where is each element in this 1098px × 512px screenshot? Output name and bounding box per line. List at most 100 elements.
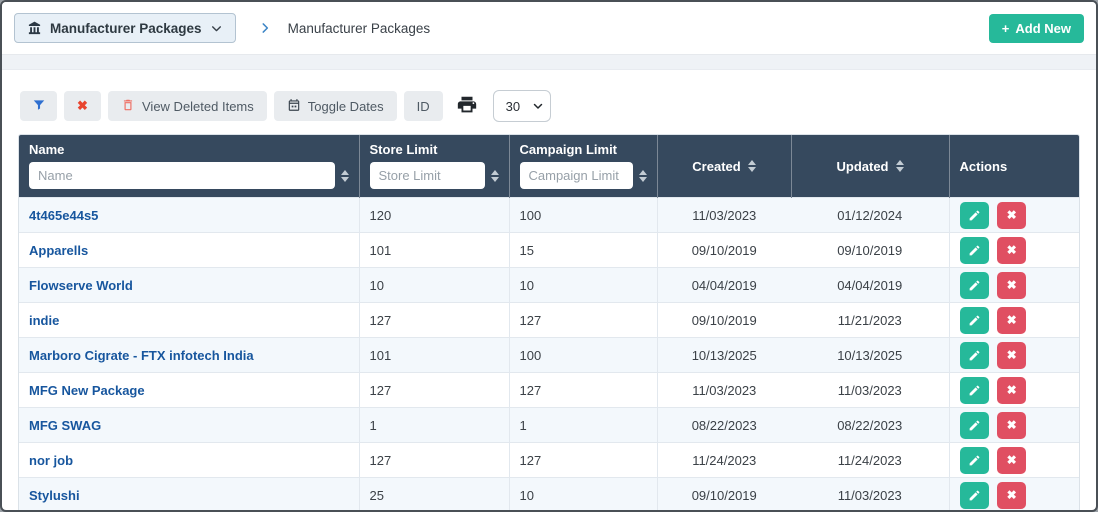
view-deleted-items-label: View Deleted Items <box>142 98 254 114</box>
package-name-link[interactable]: 4t465e44s5 <box>29 207 99 223</box>
page-size-select-wrap: 30 <box>492 90 551 122</box>
edit-button[interactable] <box>959 411 989 439</box>
campaign-limit-cell: 127 <box>509 302 658 338</box>
updated-cell: 08/22/2023 <box>791 407 949 443</box>
edit-button[interactable] <box>959 201 989 229</box>
created-cell: 08/22/2023 <box>657 407 791 443</box>
page-size-select[interactable]: 30 <box>492 90 551 122</box>
delete-x-icon: ✖ <box>1006 383 1017 397</box>
delete-button[interactable]: ✖ <box>997 201 1027 229</box>
edit-button[interactable] <box>959 271 989 299</box>
delete-button[interactable]: ✖ <box>997 411 1027 439</box>
name-column-label: Name <box>29 142 65 157</box>
campaign-limit-column-label: Campaign Limit <box>519 142 618 157</box>
updated-column-label: Updated <box>836 158 889 174</box>
delete-button[interactable]: ✖ <box>997 271 1027 299</box>
store-limit-filter-input[interactable] <box>369 162 485 189</box>
pencil-icon <box>968 314 981 327</box>
updated-cell: 11/21/2023 <box>791 302 949 338</box>
actions-column-label: Actions <box>959 158 1008 174</box>
created-cell: 11/03/2023 <box>657 197 791 233</box>
campaign-limit-cell: 100 <box>509 197 658 233</box>
updated-cell: 01/12/2024 <box>791 197 949 233</box>
edit-button[interactable] <box>959 376 989 404</box>
delete-x-icon: ✖ <box>1006 453 1017 467</box>
table-toolbar: ✖ View Deleted Items Toggle Dates ID 30 <box>2 70 1096 122</box>
created-cell: 09/10/2019 <box>657 232 791 268</box>
updated-cell: 11/24/2023 <box>791 442 949 478</box>
package-name-link[interactable]: Flowserve World <box>29 277 133 293</box>
delete-button[interactable]: ✖ <box>997 236 1027 264</box>
table-row: Marboro Cigrate - FTX infotech India 101… <box>19 337 1079 373</box>
pencil-icon <box>968 349 981 362</box>
id-toggle-label: ID <box>416 98 430 114</box>
plus-icon: + <box>1001 20 1010 36</box>
trash-icon <box>121 98 135 115</box>
delete-button[interactable]: ✖ <box>997 341 1027 369</box>
edit-button[interactable] <box>959 236 989 264</box>
package-name-link[interactable]: MFG SWAG <box>29 417 102 433</box>
edit-button[interactable] <box>959 446 989 474</box>
column-header-actions: Actions <box>948 135 1079 198</box>
delete-button[interactable]: ✖ <box>997 481 1027 509</box>
table-body: 4t465e44s5 120 100 11/03/2023 01/12/2024… <box>19 197 1079 510</box>
table-row: nor job 127 127 11/24/2023 11/24/2023 ✖ <box>19 442 1079 478</box>
clear-filter-button[interactable]: ✖ <box>64 91 101 121</box>
campaign-limit-cell: 15 <box>509 232 658 268</box>
table-row: 4t465e44s5 120 100 11/03/2023 01/12/2024… <box>19 197 1079 233</box>
campaign-limit-cell: 10 <box>509 267 658 303</box>
page-background-band <box>2 55 1096 70</box>
module-dropdown-label: Manufacturer Packages <box>50 20 202 36</box>
add-new-button[interactable]: + Add New <box>988 13 1084 43</box>
table-row: MFG SWAG 1 1 08/22/2023 08/22/2023 ✖ <box>19 407 1079 443</box>
updated-sort-control[interactable] <box>895 160 904 172</box>
toggle-dates-button[interactable]: Toggle Dates <box>273 91 397 121</box>
toggle-dates-label: Toggle Dates <box>307 98 384 114</box>
add-new-label: Add New <box>1015 20 1071 36</box>
campaign-limit-cell: 127 <box>509 372 658 408</box>
campaign-limit-filter-input[interactable] <box>519 162 633 189</box>
created-cell: 11/24/2023 <box>657 442 791 478</box>
created-cell: 04/04/2019 <box>657 267 791 303</box>
module-dropdown-button[interactable]: Manufacturer Packages <box>14 13 236 43</box>
package-name-link[interactable]: MFG New Package <box>29 382 145 398</box>
filter-button[interactable] <box>20 91 57 121</box>
package-name-link[interactable]: Apparells <box>29 242 89 258</box>
package-name-link[interactable]: Marboro Cigrate - FTX infotech India <box>29 347 254 363</box>
view-deleted-items-button[interactable]: View Deleted Items <box>108 91 267 121</box>
id-toggle-button[interactable]: ID <box>403 91 443 121</box>
pencil-icon <box>968 489 981 502</box>
breadcrumb: Manufacturer Packages <box>287 20 431 36</box>
delete-x-icon: ✖ <box>1006 418 1017 432</box>
edit-button[interactable] <box>959 306 989 334</box>
edit-button[interactable] <box>959 341 989 369</box>
edit-button[interactable] <box>959 481 989 509</box>
name-filter-input[interactable] <box>29 162 335 189</box>
delete-button[interactable]: ✖ <box>997 306 1027 334</box>
campaign-limit-sort-control[interactable] <box>638 169 647 182</box>
campaign-limit-cell: 10 <box>509 477 658 510</box>
table-row: Flowserve World 10 10 04/04/2019 04/04/2… <box>19 267 1079 303</box>
filter-funnel-icon <box>32 98 46 115</box>
pencil-icon <box>968 384 981 397</box>
delete-button[interactable]: ✖ <box>997 376 1027 404</box>
column-header-store-limit: Store Limit <box>358 135 509 198</box>
print-button[interactable] <box>456 94 478 119</box>
created-cell: 09/10/2019 <box>657 477 791 510</box>
name-sort-control[interactable] <box>340 169 349 182</box>
package-name-link[interactable]: Stylushi <box>29 487 80 503</box>
package-name-link[interactable]: nor job <box>29 452 74 468</box>
campaign-limit-cell: 127 <box>509 442 658 478</box>
created-sort-control[interactable] <box>747 160 756 172</box>
store-limit-sort-control[interactable] <box>490 169 499 182</box>
pencil-icon <box>968 454 981 467</box>
package-name-link[interactable]: indie <box>29 312 60 328</box>
delete-button[interactable]: ✖ <box>997 446 1027 474</box>
table-row: MFG New Package 127 127 11/03/2023 11/03… <box>19 372 1079 408</box>
created-cell: 09/10/2019 <box>657 302 791 338</box>
store-limit-cell: 127 <box>359 372 510 408</box>
column-header-created: Created <box>656 135 791 198</box>
column-header-campaign-limit: Campaign Limit <box>508 135 657 198</box>
pencil-icon <box>968 244 981 257</box>
packages-table: Name Store Limit Cam <box>19 135 1079 510</box>
